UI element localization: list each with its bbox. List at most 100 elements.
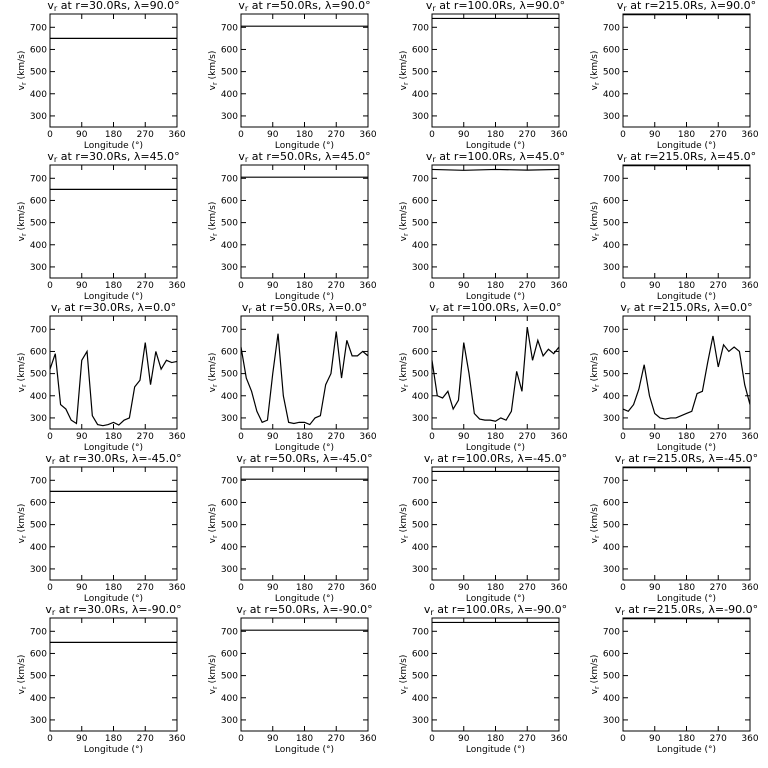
y-tick-label: 500 (412, 370, 429, 380)
x-tick-label: 270 (710, 583, 727, 593)
x-tick-label: 360 (168, 583, 185, 593)
x-tick-label: 90 (76, 583, 88, 593)
y-tick-label: 500 (412, 219, 429, 229)
plot-frame (49, 617, 178, 732)
y-tick-label: 700 (221, 23, 238, 33)
y-tick-label: 300 (30, 414, 47, 424)
panel: vr at r=215.0Rs, λ=-90.0° Longitude (°) vr… (590, 603, 759, 755)
x-tick-label: 0 (620, 130, 626, 140)
x-tick-label: 90 (267, 583, 279, 593)
y-tick-label: 400 (221, 90, 238, 100)
y-tick-label: 700 (412, 174, 429, 184)
panel-title: vr at r=215.0Rs, λ=45.0° (617, 150, 756, 164)
y-tick-label: 300 (30, 112, 47, 122)
plot-frame (240, 13, 369, 128)
panel: vr at r=100.0Rs, λ=90.0° Longitude (°) vr … (399, 0, 568, 151)
x-tick-label: 360 (550, 432, 567, 442)
x-tick-label: 180 (487, 432, 504, 442)
y-axis-label: vr (km/s) (399, 655, 410, 695)
y-tick-label: 600 (221, 498, 238, 508)
y-tick-label: 300 (30, 565, 47, 575)
x-tick-label: 270 (137, 583, 154, 593)
x-axis-label: Longitude (°) (466, 745, 525, 755)
x-tick-label: 270 (519, 734, 536, 744)
x-tick-label: 0 (47, 734, 53, 744)
y-tick-label: 300 (221, 263, 238, 273)
x-tick-label: 0 (238, 432, 244, 442)
x-tick-label: 0 (429, 583, 435, 593)
panel: vr at r=215.0Rs, λ=0.0° Longitude (°) vr (… (590, 301, 759, 453)
x-tick-label: 360 (168, 130, 185, 140)
x-tick-label: 270 (328, 281, 345, 291)
panel-title: vr at r=100.0Rs, λ=-45.0° (424, 452, 567, 466)
x-tick-label: 270 (137, 432, 154, 442)
y-tick-label: 300 (412, 263, 429, 273)
x-tick-label: 270 (137, 734, 154, 744)
y-tick-label: 700 (412, 627, 429, 637)
y-tick-label: 600 (412, 498, 429, 508)
plot-frame (240, 617, 369, 732)
x-tick-label: 270 (519, 583, 536, 593)
y-tick-label: 600 (221, 45, 238, 55)
y-axis-label: vr (km/s) (590, 655, 601, 695)
x-tick-label: 90 (649, 130, 661, 140)
y-tick-label: 300 (221, 565, 238, 575)
x-tick-label: 180 (678, 130, 695, 140)
panel-title: vr at r=100.0Rs, λ=90.0° (426, 0, 565, 13)
x-tick-label: 0 (47, 432, 53, 442)
x-tick-label: 90 (76, 281, 88, 291)
x-tick-label: 0 (238, 281, 244, 291)
y-tick-label: 700 (603, 23, 620, 33)
plot-frame (431, 617, 560, 732)
plot-frame (240, 315, 369, 430)
x-tick-label: 180 (487, 583, 504, 593)
plot-frame (49, 164, 178, 279)
panel: vr at r=50.0Rs, λ=-90.0° Longitude (°) vr … (208, 603, 377, 755)
y-tick-label: 400 (30, 543, 47, 553)
x-tick-label: 0 (429, 432, 435, 442)
x-tick-label: 0 (238, 583, 244, 593)
y-tick-label: 400 (412, 90, 429, 100)
x-tick-label: 270 (328, 432, 345, 442)
y-tick-label: 300 (603, 263, 620, 273)
panel: vr at r=30.0Rs, λ=45.0° Longitude (°) vr (… (17, 150, 186, 302)
x-tick-label: 0 (429, 734, 435, 744)
x-axis-label: Longitude (°) (84, 141, 143, 151)
y-tick-label: 500 (412, 68, 429, 78)
x-axis-label: Longitude (°) (84, 292, 143, 302)
x-tick-label: 0 (47, 130, 53, 140)
y-tick-label: 700 (412, 476, 429, 486)
x-tick-label: 0 (429, 130, 435, 140)
y-tick-label: 300 (412, 414, 429, 424)
x-tick-label: 0 (238, 734, 244, 744)
y-tick-label: 600 (603, 498, 620, 508)
data-line (622, 335, 751, 420)
plot-frame (49, 315, 178, 430)
y-tick-label: 300 (412, 565, 429, 575)
data-line (431, 326, 560, 422)
x-tick-label: 180 (678, 734, 695, 744)
x-tick-label: 180 (296, 130, 313, 140)
x-axis-label: Longitude (°) (275, 443, 334, 453)
y-tick-label: 400 (603, 543, 620, 553)
x-tick-label: 180 (487, 281, 504, 291)
y-tick-label: 500 (221, 219, 238, 229)
data-line (240, 331, 369, 426)
x-tick-label: 360 (168, 281, 185, 291)
x-axis-label: Longitude (°) (466, 292, 525, 302)
x-tick-label: 90 (458, 734, 470, 744)
x-tick-label: 0 (429, 281, 435, 291)
x-tick-label: 270 (328, 130, 345, 140)
y-tick-label: 700 (30, 627, 47, 637)
x-tick-label: 180 (296, 583, 313, 593)
x-tick-label: 360 (359, 281, 376, 291)
y-tick-label: 400 (221, 543, 238, 553)
x-tick-label: 360 (359, 432, 376, 442)
x-tick-label: 270 (137, 281, 154, 291)
y-tick-label: 500 (30, 370, 47, 380)
x-tick-label: 270 (328, 583, 345, 593)
panel: vr at r=30.0Rs, λ=-90.0° Longitude (°) vr … (17, 603, 186, 755)
y-tick-label: 600 (603, 196, 620, 206)
x-tick-label: 180 (105, 583, 122, 593)
